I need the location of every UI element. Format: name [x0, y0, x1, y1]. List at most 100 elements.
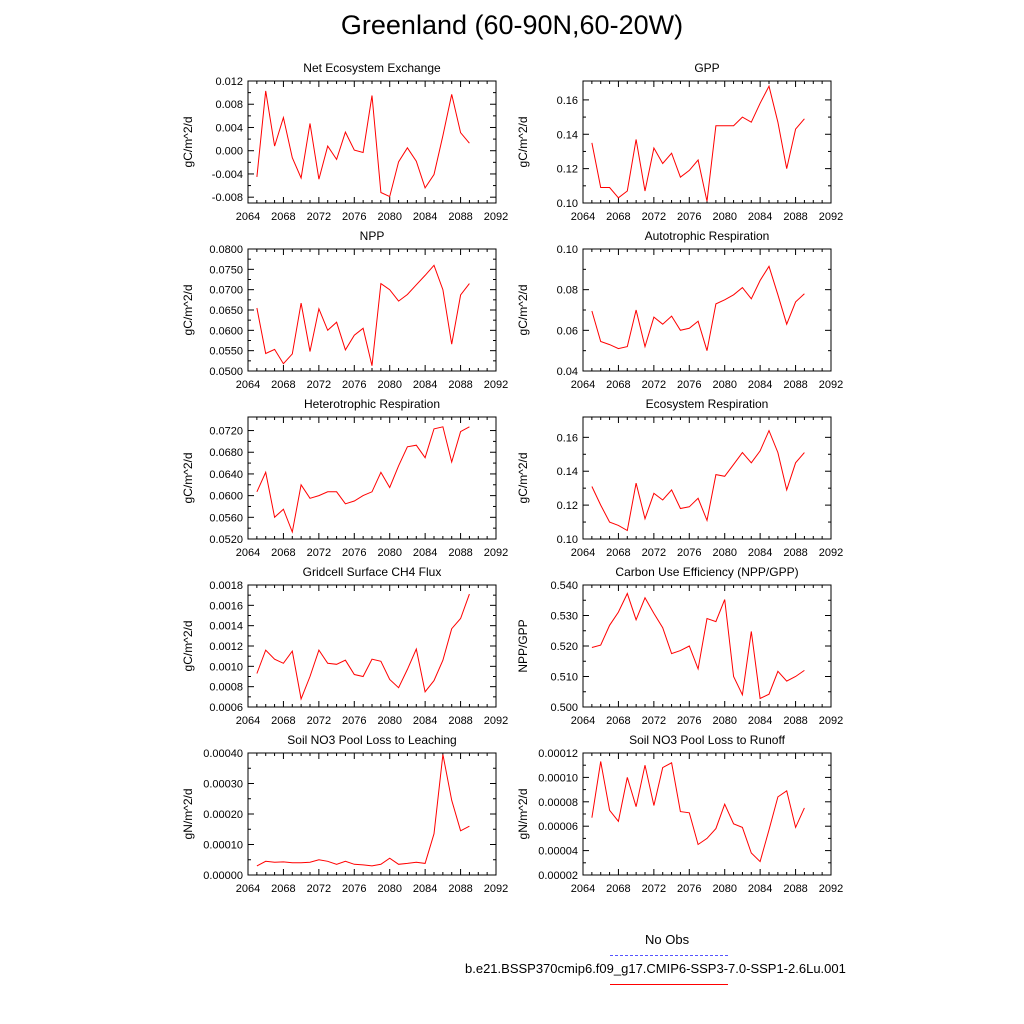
y-tick-label: 0.0600: [209, 491, 243, 503]
chart-panel: Net Ecosystem Exchange gC/m^2/d 2064 2068 20…: [181, 61, 508, 223]
x-tick-label: 2068: [271, 547, 295, 559]
x-tick-label: 2064: [236, 379, 260, 391]
figure-title: Greenland (60-90N,60-20W): [340, 10, 684, 40]
x-tick-label: 2088: [783, 547, 807, 559]
x-tick-label: 2072: [307, 883, 331, 895]
x-tick-label: 2092: [819, 547, 843, 559]
panel-title: Gridcell Surface CH4 Flux: [303, 565, 442, 579]
x-tick-label: 2064: [571, 715, 595, 727]
y-tick-label: 0.0800: [209, 244, 243, 256]
y-axis-label: gN/m^2/d: [516, 789, 530, 840]
x-tick-label: 2080: [377, 379, 401, 391]
x-tick-label: 2092: [819, 883, 843, 895]
y-tick-label: 0.0640: [209, 469, 243, 481]
y-tick-label: 0.540: [550, 580, 578, 592]
y-tick-label: 0.0650: [209, 305, 243, 317]
x-tick-label: 2080: [712, 379, 736, 391]
legend-run-label: b.e21.BSSP370cmip6.f09_g17.CMIP6-SSP3-7.…: [465, 961, 846, 976]
y-axis-label: gC/m^2/d: [181, 621, 195, 672]
panel-title: Autotrophic Respiration: [645, 229, 770, 243]
plot-frame: [247, 752, 497, 876]
plot-frame: [247, 584, 497, 708]
y-tick-label: 0.0600: [209, 325, 243, 337]
x-tick-label: 2076: [677, 379, 701, 391]
y-tick-label: 0.00010: [203, 840, 243, 852]
x-tick-label: 2084: [748, 211, 772, 223]
x-tick-label: 2088: [448, 211, 472, 223]
y-tick-label: 0.500: [550, 702, 578, 714]
x-tick-label: 2092: [819, 211, 843, 223]
legend-obs-line: [610, 955, 728, 956]
x-tick-label: 2068: [271, 379, 295, 391]
x-tick-label: 2064: [236, 211, 260, 223]
y-tick-label: 0.0700: [209, 285, 243, 297]
x-tick-label: 2072: [307, 547, 331, 559]
x-tick-label: 2084: [413, 547, 437, 559]
x-tick-label: 2076: [342, 547, 366, 559]
x-tick-label: 2088: [783, 379, 807, 391]
x-tick-label: 2080: [377, 211, 401, 223]
x-tick-label: 2072: [307, 715, 331, 727]
x-tick-label: 2064: [571, 211, 595, 223]
chart-panel: GPP gC/m^2/d 2064 2068 2072 2076 2080 2084 2088 2…: [516, 61, 843, 223]
y-tick-label: 0.530: [550, 611, 578, 623]
y-tick-label: 0.0550: [209, 346, 243, 358]
chart-panel: Ecosystem Respiration gC/m^2/d 2064 2068 207…: [516, 397, 843, 559]
plot-frame: [582, 80, 832, 204]
x-tick-label: 2088: [448, 547, 472, 559]
plot-frame: [582, 248, 832, 372]
y-tick-label: -0.008: [212, 192, 243, 204]
x-tick-label: 2068: [606, 715, 630, 727]
panel-title: Ecosystem Respiration: [646, 397, 769, 411]
x-tick-label: 2068: [606, 211, 630, 223]
x-tick-label: 2072: [307, 379, 331, 391]
chart-panel: Gridcell Surface CH4 Flux gC/m^2/d 2064 206…: [181, 565, 508, 727]
x-tick-label: 2084: [748, 715, 772, 727]
x-tick-label: 2076: [677, 547, 701, 559]
x-tick-label: 2092: [484, 211, 508, 223]
plot-frame: [247, 248, 497, 372]
x-tick-label: 2068: [606, 379, 630, 391]
y-tick-label: 0.10: [557, 244, 578, 256]
y-tick-label: 0.12: [557, 500, 578, 512]
y-tick-label: 0.000: [215, 146, 243, 158]
x-tick-label: 2080: [712, 715, 736, 727]
y-tick-label: 0.520: [550, 641, 578, 653]
x-tick-label: 2076: [342, 883, 366, 895]
y-tick-label: 0.06: [557, 325, 578, 337]
x-tick-label: 2076: [677, 211, 701, 223]
chart-panel: Soil NO3 Pool Loss to Runoff gN/m^2/d 2064…: [516, 733, 843, 895]
x-tick-label: 2064: [571, 547, 595, 559]
y-axis-label: gC/m^2/d: [181, 453, 195, 504]
x-tick-label: 2092: [484, 379, 508, 391]
y-tick-label: 0.0008: [209, 682, 243, 694]
x-tick-label: 2064: [571, 883, 595, 895]
x-tick-label: 2068: [606, 883, 630, 895]
y-tick-label: 0.08: [557, 285, 578, 297]
x-tick-label: 2072: [642, 715, 666, 727]
panel-title: Soil NO3 Pool Loss to Leaching: [287, 733, 456, 747]
y-tick-label: 0.004: [215, 122, 243, 134]
y-tick-label: 0.00002: [538, 870, 578, 882]
y-tick-label: 0.14: [557, 466, 578, 478]
y-tick-label: 0.0680: [209, 447, 243, 459]
plot-frame: [247, 416, 497, 540]
panel-title: Net Ecosystem Exchange: [303, 61, 441, 75]
x-tick-label: 2076: [342, 379, 366, 391]
x-tick-label: 2092: [484, 715, 508, 727]
y-axis-label: gC/m^2/d: [516, 453, 530, 504]
y-tick-label: 0.00010: [538, 772, 578, 784]
x-tick-label: 2080: [712, 211, 736, 223]
x-tick-label: 2080: [377, 547, 401, 559]
x-tick-label: 2072: [642, 547, 666, 559]
x-tick-label: 2076: [342, 211, 366, 223]
series-line: [591, 592, 805, 700]
y-axis-label: gN/m^2/d: [181, 789, 195, 840]
x-tick-label: 2092: [819, 715, 843, 727]
series-line: [256, 426, 470, 534]
chart-panel: Heterotrophic Respiration gC/m^2/d 2064 206…: [181, 397, 508, 559]
x-tick-label: 2068: [271, 211, 295, 223]
y-tick-label: 0.0560: [209, 512, 243, 524]
y-tick-label: 0.00012: [538, 748, 578, 760]
